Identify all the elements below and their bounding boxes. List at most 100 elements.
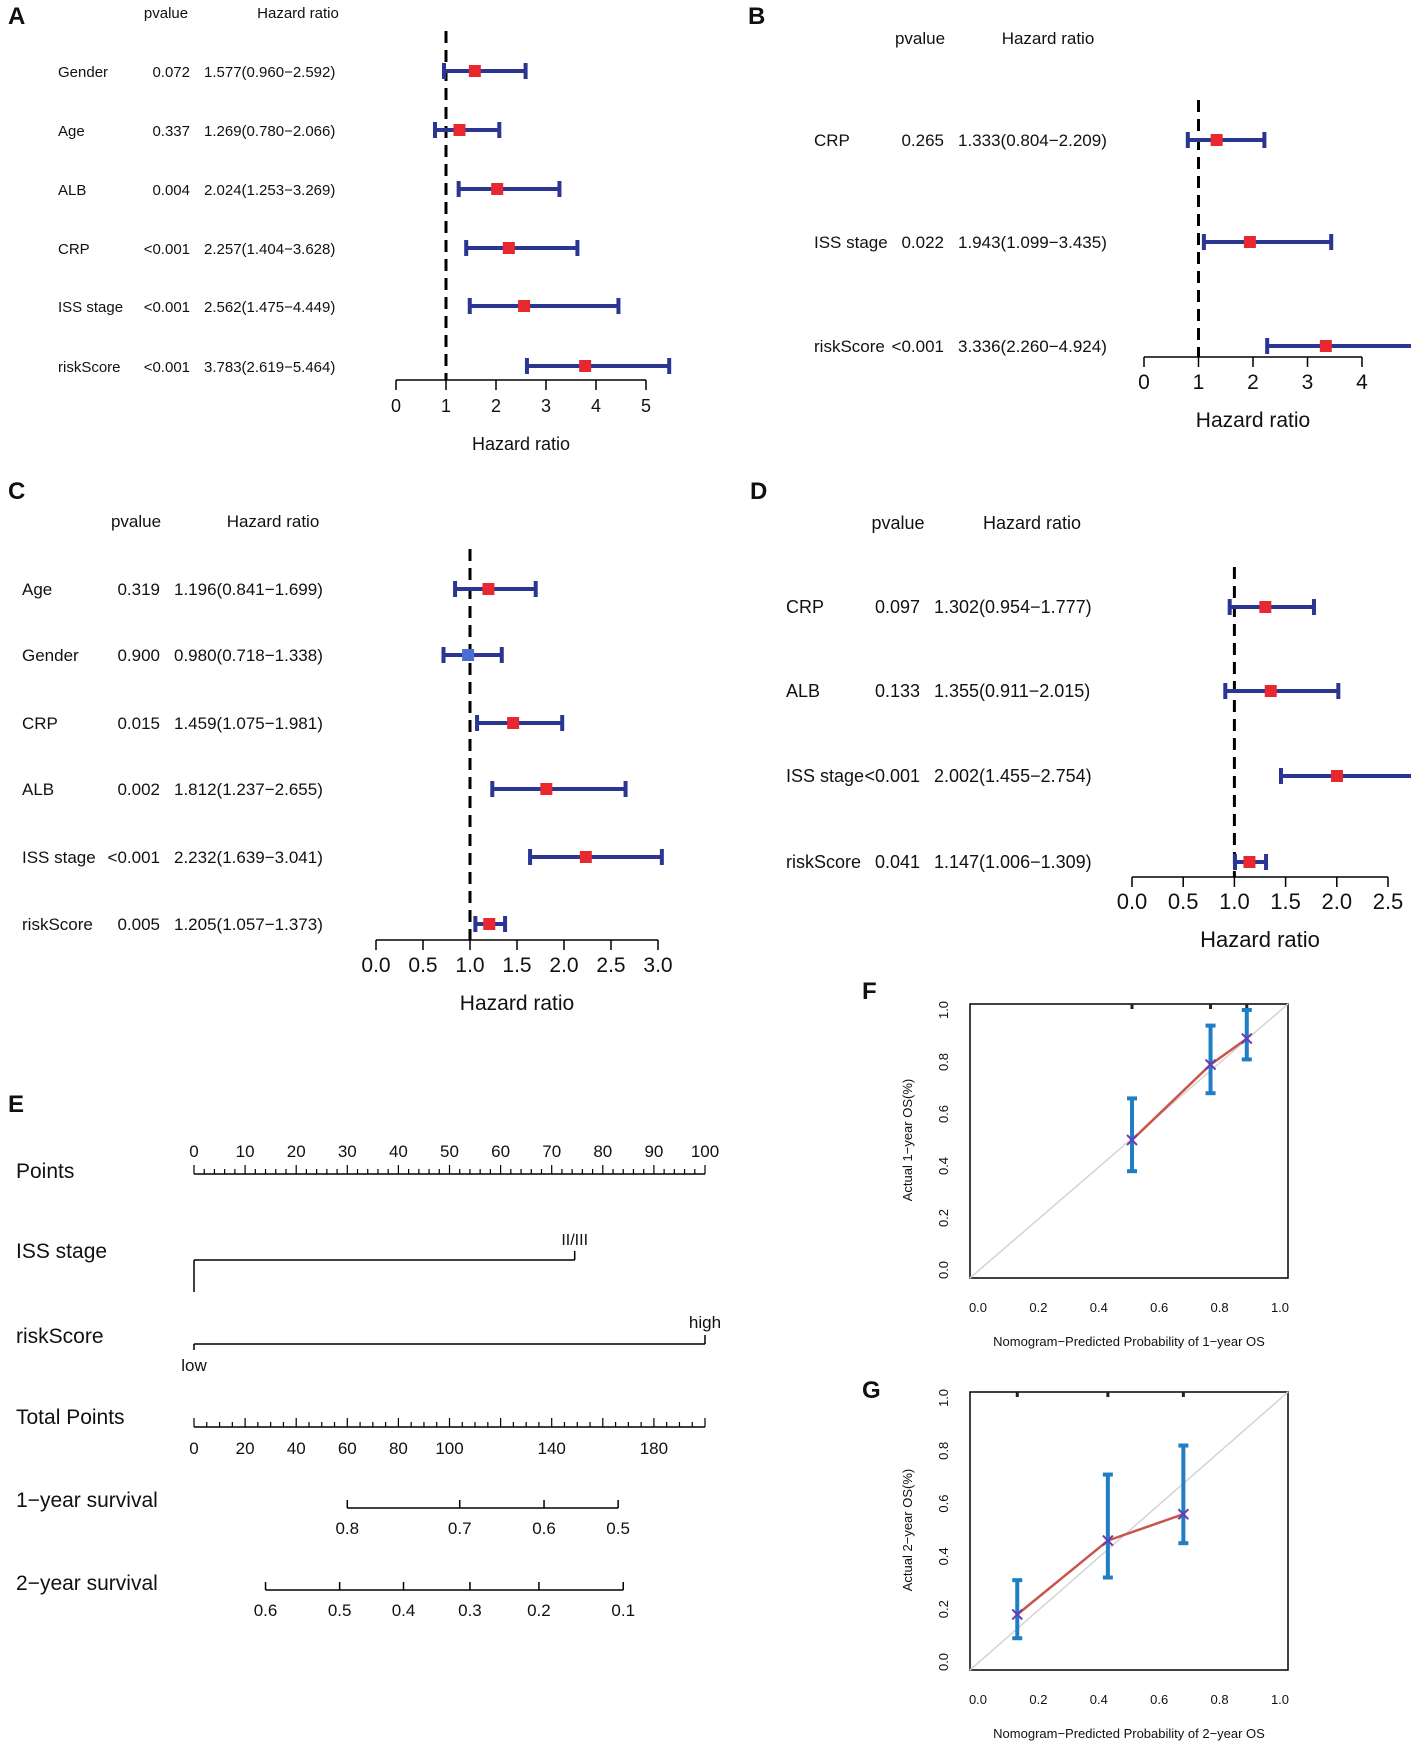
x-axis-title: Hazard ratio <box>1200 927 1320 952</box>
x-axis-title: Nomogram−Predicted Probability of 2−year… <box>993 1726 1265 1741</box>
x-tick-label: 0.0 <box>969 1692 987 1707</box>
points-tick-label: 100 <box>691 1142 719 1161</box>
panel-letter: F <box>862 978 877 1005</box>
hazard-ratio-point <box>482 583 495 595</box>
variable-name: riskScore <box>814 337 885 356</box>
forest-row: riskScore <0.001 3.336(2.260−4.924) <box>814 337 1411 356</box>
points-tick-label: 0 <box>189 1142 198 1161</box>
pvalue-header: pvalue <box>144 5 188 22</box>
forest-row: ALB 0.002 1.812(1.237−2.655) <box>22 780 628 799</box>
variable-name: riskScore <box>58 359 121 376</box>
x-tick-label: 0.0 <box>1117 889 1148 914</box>
x-tick-label: 1 <box>1193 371 1205 394</box>
factor-level-label: high <box>689 1313 721 1332</box>
variable-name: ISS stage <box>22 848 96 867</box>
hazard-ratio-text: 1.577(0.960−2.592) <box>204 64 335 81</box>
variable-name: CRP <box>22 714 58 733</box>
total-points-tick-label: 140 <box>538 1439 566 1458</box>
probability-tick-label: 0.6 <box>254 1601 278 1620</box>
x-tick-label: 0.4 <box>1090 1300 1108 1315</box>
x-tick-label: 0.5 <box>408 954 437 977</box>
points-tick-label: 70 <box>542 1142 561 1161</box>
hazard-ratio-text: 1.943(1.099−3.435) <box>958 233 1107 252</box>
hazard-ratio-text: 2.002(1.455−2.754) <box>934 766 1092 786</box>
y-tick-label: 0.8 <box>936 1053 951 1071</box>
pvalue: 0.072 <box>152 64 190 81</box>
pvalue: <0.001 <box>892 337 944 356</box>
nomogram-row-label: Points <box>16 1160 74 1183</box>
calibration-panel-f: F 0.0 0.0 0.2 0.2 0.4 0.4 0.6 0.6 0.8 0.8 1.0 1.0 Nom… <box>862 978 1289 1349</box>
x-tick-label: 0.6 <box>1150 1692 1168 1707</box>
x-axis-title: Hazard ratio <box>1196 409 1310 432</box>
pvalue: 0.900 <box>117 646 160 665</box>
total-points-tick-label: 100 <box>435 1439 463 1458</box>
panel-letter: G <box>862 1377 881 1404</box>
x-tick-label: 2.5 <box>596 954 625 977</box>
calibration-point-marker <box>1241 1032 1253 1045</box>
hazard-ratio-point <box>1264 685 1277 697</box>
x-tick-label: 4 <box>1356 371 1368 394</box>
probability-tick-label: 0.3 <box>458 1601 482 1620</box>
calibration-point-marker <box>1177 1508 1190 1520</box>
variable-name: ALB <box>22 780 54 799</box>
y-tick-label: 1.0 <box>936 1389 951 1407</box>
variable-name: CRP <box>58 241 90 258</box>
hazard-ratio-point <box>453 124 466 136</box>
y-tick-label: 1.0 <box>936 1001 951 1019</box>
hazard-ratio-header: Hazard ratio <box>1002 29 1095 48</box>
calibration-point-marker <box>1204 1058 1217 1071</box>
x-tick-label: 2.0 <box>549 954 578 977</box>
ideal-diagonal <box>969 1391 1289 1671</box>
pvalue: <0.001 <box>108 848 160 867</box>
x-tick-label: 1.0 <box>455 954 484 977</box>
points-tick-label: 30 <box>338 1142 357 1161</box>
x-axis-title: Hazard ratio <box>472 434 570 454</box>
forest-row: CRP 0.097 1.302(0.954−1.777) <box>786 597 1316 617</box>
nomogram-row: 2−year survival 0.6 0.5 0.4 0.3 0.2 0.1 <box>16 1572 635 1620</box>
nomogram-row: Total Points 0 20 40 60 80 100 140 180 <box>16 1406 706 1458</box>
variable-name: Gender <box>22 646 79 665</box>
nomogram-panel-e: E Points 0 10 20 30 40 50 60 70 80 90 100 ISS stage II… <box>8 1091 721 1620</box>
hazard-ratio-point <box>507 717 520 729</box>
y-tick-label: 0.4 <box>936 1547 951 1565</box>
x-tick-label: 3 <box>1302 371 1314 394</box>
variable-name: CRP <box>786 597 824 617</box>
hazard-ratio-point <box>1319 340 1332 352</box>
probability-tick-label: 0.5 <box>606 1519 630 1538</box>
hazard-ratio-point <box>483 918 496 930</box>
calibration-point-marker <box>1011 1608 1023 1621</box>
probability-tick-label: 0.8 <box>335 1519 359 1538</box>
plot-frame <box>969 1003 1289 1279</box>
forest-row: riskScore <0.001 3.783(2.619−5.464) <box>58 358 672 376</box>
hazard-ratio-text: 2.562(1.475−4.449) <box>204 299 335 316</box>
x-tick-label: 0.4 <box>1090 1692 1108 1707</box>
hazard-ratio-point <box>1259 601 1272 613</box>
forest-row: Age 0.319 1.196(0.841−1.699) <box>22 580 538 599</box>
calibration-point <box>1204 1023 1217 1096</box>
nomogram-row-label: ISS stage <box>16 1240 107 1263</box>
calibration-point <box>1102 1472 1114 1580</box>
x-tick-label: 0.6 <box>1150 1300 1168 1315</box>
panel-letter: A <box>8 3 25 30</box>
pvalue: <0.001 <box>144 299 190 316</box>
nomogram-row-label: 2−year survival <box>16 1572 158 1595</box>
pvalue: 0.265 <box>901 131 944 150</box>
ideal-diagonal <box>969 1003 1289 1279</box>
hazard-ratio-point <box>462 649 475 661</box>
variable-name: riskScore <box>22 915 93 934</box>
total-points-tick-label: 20 <box>236 1439 255 1458</box>
y-tick-label: 0.0 <box>936 1261 951 1279</box>
y-axis-title: Actual 1−year OS(%) <box>900 1079 915 1201</box>
forest-row: ISS stage 0.022 1.943(1.099−3.435) <box>814 233 1334 252</box>
forest-row: ISS stage <0.001 2.232(1.639−3.041) <box>22 848 664 867</box>
calibration-point <box>1126 1096 1138 1174</box>
pvalue: 0.022 <box>901 233 944 252</box>
x-tick-label: 1.5 <box>502 954 531 977</box>
hazard-ratio-text: 3.783(2.619−5.464) <box>204 359 335 376</box>
probability-tick-label: 0.4 <box>392 1601 416 1620</box>
total-points-tick-label: 60 <box>338 1439 357 1458</box>
x-tick-label: 0 <box>1138 371 1150 394</box>
forest-row: ALB 0.004 2.024(1.253−3.269) <box>58 181 562 199</box>
